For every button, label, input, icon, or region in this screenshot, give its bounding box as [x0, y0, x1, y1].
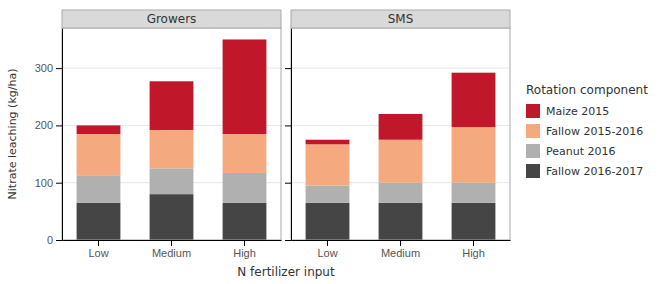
legend-label: Fallow 2016-2017 [546, 165, 643, 178]
legend-swatch [526, 144, 540, 158]
bar [223, 134, 267, 173]
x-tick: Low [88, 240, 108, 259]
legend-label: Peanut 2016 [546, 145, 616, 158]
bar [150, 81, 194, 130]
bars [306, 73, 496, 240]
bar [77, 125, 121, 134]
x-tick: High [462, 240, 485, 259]
y-tick: 200 [35, 119, 62, 131]
x-tick-label: High [462, 247, 485, 259]
y-tick [285, 68, 291, 69]
x-tick-label: Low [317, 247, 337, 259]
y-tick-label: 200 [35, 119, 53, 131]
y-tick-mark [285, 68, 291, 69]
plot-frame [291, 28, 510, 240]
y-tick-mark [285, 183, 291, 184]
x-tick: Medium [381, 240, 420, 259]
bars [77, 39, 267, 240]
x-axis: Low Medium High [63, 240, 282, 259]
bar [306, 203, 350, 240]
legend-item: Peanut 2016 [526, 144, 616, 158]
grid [291, 68, 510, 240]
x-axis: Low Medium High [292, 240, 511, 259]
y-tick [285, 240, 291, 241]
y-tick: 300 [35, 62, 62, 74]
y-tick-mark [56, 183, 62, 184]
y-tick [285, 183, 291, 184]
bar [223, 203, 267, 240]
y-tick-mark [285, 125, 291, 126]
x-axis-title: N fertilizer input [237, 265, 335, 279]
bar [452, 203, 496, 240]
x-tick-mark [400, 240, 401, 246]
x-tick-mark [473, 240, 474, 246]
plot-frame [62, 28, 281, 240]
x-tick: Medium [152, 240, 191, 259]
y-tick: 100 [35, 177, 62, 189]
legend: Rotation component Maize 2015 Fallow 2015-… [526, 83, 648, 178]
x-tick-label: Low [88, 247, 108, 259]
bar [150, 130, 194, 168]
legend-label: Maize 2015 [546, 105, 609, 118]
x-tick: Low [317, 240, 337, 259]
bar [223, 173, 267, 203]
legend-swatch [526, 124, 540, 138]
y-tick: 0 [47, 234, 62, 246]
facet-title: Growers [147, 12, 197, 26]
panel: Low Medium High 0 100 200 300 Growers [35, 10, 282, 259]
bar [150, 194, 194, 240]
x-tick-mark [327, 240, 328, 246]
axis-line [62, 29, 63, 241]
y-tick-mark [56, 240, 62, 241]
y-tick [285, 125, 291, 126]
bar [306, 186, 350, 203]
x-tick-label: High [233, 247, 256, 259]
legend-title: Rotation component [526, 83, 648, 97]
legend-swatch [526, 104, 540, 118]
x-tick-label: Medium [152, 247, 191, 259]
y-axis [285, 29, 292, 241]
bar [306, 144, 350, 185]
y-tick-label: 300 [35, 62, 53, 74]
x-tick-mark [171, 240, 172, 246]
facet-strip [291, 10, 510, 28]
x-tick-mark [98, 240, 99, 246]
y-tick-label: 100 [35, 177, 53, 189]
axis-line [291, 29, 292, 241]
bar [223, 39, 267, 134]
legend-item: Fallow 2016-2017 [526, 164, 643, 178]
legend-swatch [526, 164, 540, 178]
bar [452, 73, 496, 127]
bar [150, 168, 194, 194]
x-tick: High [233, 240, 256, 259]
y-axis-title: Nitrate leaching (kg/ha) [6, 69, 19, 200]
facet-strip [62, 10, 281, 28]
legend-item: Fallow 2015-2016 [526, 124, 643, 138]
facet-title: SMS [388, 12, 414, 26]
y-tick-mark [56, 125, 62, 126]
legend-item: Maize 2015 [526, 104, 609, 118]
bar [379, 183, 423, 203]
bar [77, 175, 121, 203]
y-tick-mark [56, 68, 62, 69]
bar [306, 140, 350, 145]
bar [379, 140, 423, 183]
bar [77, 134, 121, 175]
bar [452, 127, 496, 183]
y-tick-mark [285, 240, 291, 241]
grid-line [291, 68, 510, 69]
chart: Low Medium High 0 100 200 300 Growers Nitrate le… [0, 0, 670, 284]
bar [379, 114, 423, 140]
bar [379, 203, 423, 240]
bar [77, 203, 121, 240]
panel: Low Medium High SMS [285, 10, 511, 259]
y-axis: 0 100 200 300 [35, 29, 63, 247]
x-tick-label: Medium [381, 247, 420, 259]
bar [452, 183, 496, 203]
y-tick-label: 0 [47, 234, 53, 246]
legend-label: Fallow 2015-2016 [546, 125, 643, 138]
x-tick-mark [244, 240, 245, 246]
